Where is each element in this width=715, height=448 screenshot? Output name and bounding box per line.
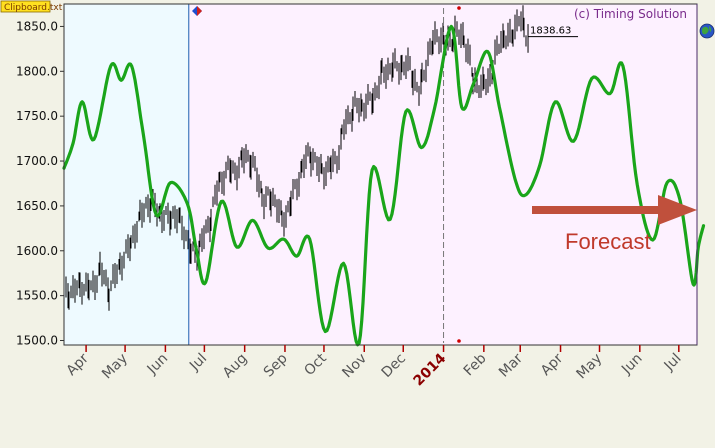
y-tick-label: 1650.0 [16, 199, 58, 213]
past-data-region [64, 4, 189, 345]
globe-icon[interactable] [699, 23, 715, 39]
diamond-marker-icon[interactable] [192, 6, 202, 16]
forecast-label: Forecast [565, 229, 651, 254]
y-tick-label: 1550.0 [16, 289, 58, 303]
forecast-arrow-shaft [532, 206, 660, 214]
y-tick-label: 1500.0 [16, 334, 58, 348]
clipboard-source-tab[interactable]: Clipboard.txt [0, 0, 63, 13]
y-tick-label: 1700.0 [16, 154, 58, 168]
y-tick-label: 1750.0 [16, 109, 58, 123]
y-tick-label: 1800.0 [16, 64, 58, 78]
last-price-tag: 1838.63 [528, 26, 579, 38]
clipboard-tab-label: Clipboard.txt [4, 3, 63, 13]
last-price-label: 1838.63 [530, 26, 571, 37]
y-tick-label: 1850.0 [16, 19, 58, 33]
price-bars-series [65, 5, 529, 311]
forecast-line [62, 24, 706, 347]
y-axis: 1500.0 1550.0 1600.0 1650.0 1700.0 1750.0 1800… [16, 19, 64, 348]
credit-label: (c) Timing Solution [574, 7, 687, 21]
marker-dots [457, 6, 461, 343]
forecast-arrow [532, 195, 697, 225]
y-tick-label: 1600.0 [16, 244, 58, 258]
clipboard-tab-box[interactable] [0, 0, 51, 13]
forecast-arrow-head [658, 195, 697, 225]
